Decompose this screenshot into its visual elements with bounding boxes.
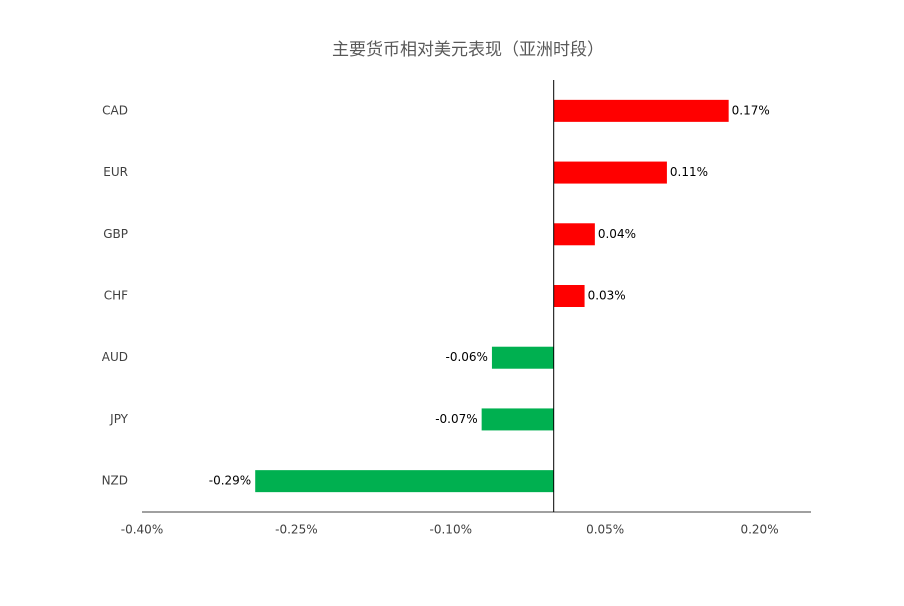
data-label: -0.06% [445,350,487,364]
x-tick-label: 0.20% [740,523,778,537]
bar [553,285,585,307]
x-tick-label: -0.25% [275,523,317,537]
chart-title: 主要货币相对美元表现（亚洲时段） [332,40,604,60]
x-tick-label: -0.10% [430,523,472,537]
y-tick-label: EUR [103,165,128,179]
bar [491,346,554,369]
data-label: 0.11% [670,165,708,179]
data-label: 0.04% [598,227,636,241]
data-label: 0.03% [588,289,626,303]
y-tick-label: JPY [109,412,129,426]
y-tick-label: NZD [102,474,128,488]
y-tick-label: GBP [103,227,128,241]
data-label: -0.29% [209,474,251,488]
bar [481,408,554,431]
y-tick-label: CHF [104,289,128,303]
bar [553,161,667,184]
y-tick-label: AUD [102,350,128,364]
y-tick-label: CAD [102,103,128,117]
bar [553,99,729,122]
x-tick-label: 0.05% [586,523,624,537]
bar [255,470,554,493]
x-tick-label: -0.40% [121,523,163,537]
bar [553,223,595,246]
data-label: 0.17% [732,103,770,117]
data-label: -0.07% [435,412,477,426]
